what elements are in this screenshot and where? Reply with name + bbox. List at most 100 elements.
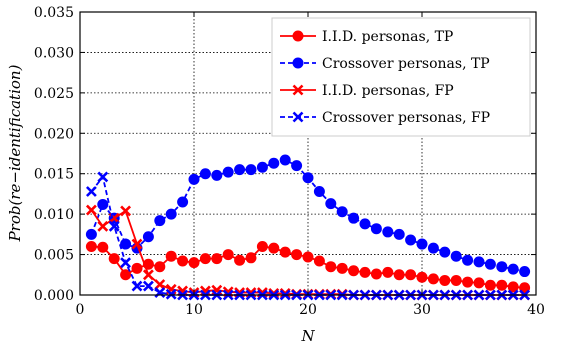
- data-point: [439, 246, 451, 258]
- data-point: [97, 198, 109, 210]
- data-point: [85, 240, 97, 252]
- legend-label: Crossover personas, TP: [322, 56, 490, 72]
- data-point: [291, 249, 303, 261]
- data-point: [313, 255, 325, 267]
- data-point: [211, 253, 223, 265]
- data-point: [439, 274, 451, 286]
- data-point: [154, 261, 166, 273]
- x-tick-label: 10: [185, 302, 203, 318]
- marker-stroke: [108, 220, 120, 232]
- data-point: [256, 240, 268, 252]
- data-point: [336, 206, 348, 218]
- data-point: [393, 228, 405, 240]
- data-point: [279, 154, 291, 166]
- data-point: [268, 242, 280, 254]
- data-point: [462, 276, 474, 288]
- series-1: [85, 240, 531, 294]
- legend: I.I.D. personas, TP Crossover personas, T…: [271, 17, 531, 137]
- data-point: [359, 218, 371, 230]
- data-point: [393, 269, 405, 281]
- legend-entry: Crossover personas, TP: [280, 56, 490, 72]
- data-point: [131, 280, 143, 292]
- data-point: [313, 186, 325, 198]
- data-point: [108, 220, 120, 232]
- data-point: [177, 255, 189, 267]
- data-point: [370, 268, 382, 280]
- data-point: [188, 257, 200, 269]
- marker-stroke: [131, 280, 143, 292]
- data-point: [245, 164, 257, 176]
- data-point: [348, 265, 360, 277]
- data-point: [473, 277, 485, 289]
- data-point: [405, 234, 417, 246]
- data-point: [131, 238, 143, 250]
- legend-marker: [292, 57, 304, 69]
- data-point: [120, 205, 132, 217]
- data-point: [85, 186, 97, 197]
- data-point: [359, 266, 371, 278]
- data-point: [234, 254, 246, 266]
- legend-entry: I.I.D. personas, FP: [280, 83, 454, 99]
- marker-stroke: [292, 84, 304, 96]
- data-point: [496, 261, 508, 273]
- legend-marker: [292, 84, 304, 96]
- data-point: [302, 172, 314, 184]
- data-point: [473, 256, 485, 268]
- data-point: [165, 250, 177, 262]
- marker-stroke: [131, 238, 143, 250]
- data-point: [120, 238, 132, 250]
- marker-stroke: [97, 171, 109, 183]
- data-point: [154, 215, 166, 227]
- data-point: [165, 208, 177, 220]
- legend-label: Crossover personas, FP: [322, 110, 490, 126]
- data-point: [142, 269, 154, 281]
- series-layer: [85, 154, 531, 301]
- y-tick-label: 0.030: [34, 45, 74, 61]
- data-point: [154, 279, 166, 290]
- y-tick-label: 0.035: [34, 5, 74, 21]
- data-point: [427, 273, 439, 285]
- data-point: [234, 164, 246, 176]
- data-point: [450, 250, 462, 262]
- marker-stroke: [199, 285, 211, 297]
- data-point: [507, 281, 519, 293]
- legend-label: I.I.D. personas, TP: [322, 29, 453, 45]
- data-point: [256, 161, 268, 173]
- data-point: [382, 226, 394, 238]
- data-point: [484, 279, 496, 291]
- data-point: [279, 246, 291, 258]
- legend-label: I.I.D. personas, FP: [322, 83, 454, 99]
- data-point: [348, 212, 360, 224]
- data-point: [177, 196, 189, 208]
- y-tick-label: 0.025: [34, 86, 74, 102]
- data-point: [336, 262, 348, 274]
- data-point: [268, 157, 280, 169]
- data-point: [142, 280, 154, 292]
- data-point: [222, 249, 234, 261]
- data-point: [405, 269, 417, 281]
- marker-stroke: [120, 257, 132, 269]
- axis-ticks: 0 10 20 30 40 0.000 0.005 0.010 0.015 0.020 0.025 0…: [34, 5, 545, 318]
- data-point: [291, 160, 303, 172]
- y-axis-label: Prob(re−identification): [6, 64, 24, 242]
- y-tick-label: 0.015: [34, 167, 74, 183]
- data-point: [427, 242, 439, 254]
- data-point: [519, 266, 531, 278]
- marker-stroke: [154, 279, 166, 290]
- marker-stroke: [85, 204, 97, 216]
- data-point: [199, 285, 211, 297]
- marker-stroke: [97, 220, 109, 232]
- x-tick-label: 40: [527, 302, 545, 318]
- data-point: [370, 223, 382, 235]
- data-point: [211, 169, 223, 181]
- y-tick-label: 0.005: [34, 248, 74, 264]
- data-point: [199, 168, 211, 180]
- data-point: [188, 173, 200, 185]
- marker-stroke: [120, 205, 132, 217]
- marker-stroke: [142, 280, 154, 292]
- data-point: [507, 263, 519, 275]
- data-point: [97, 241, 109, 253]
- data-point: [325, 261, 337, 273]
- data-point: [496, 279, 508, 291]
- data-point: [120, 269, 132, 281]
